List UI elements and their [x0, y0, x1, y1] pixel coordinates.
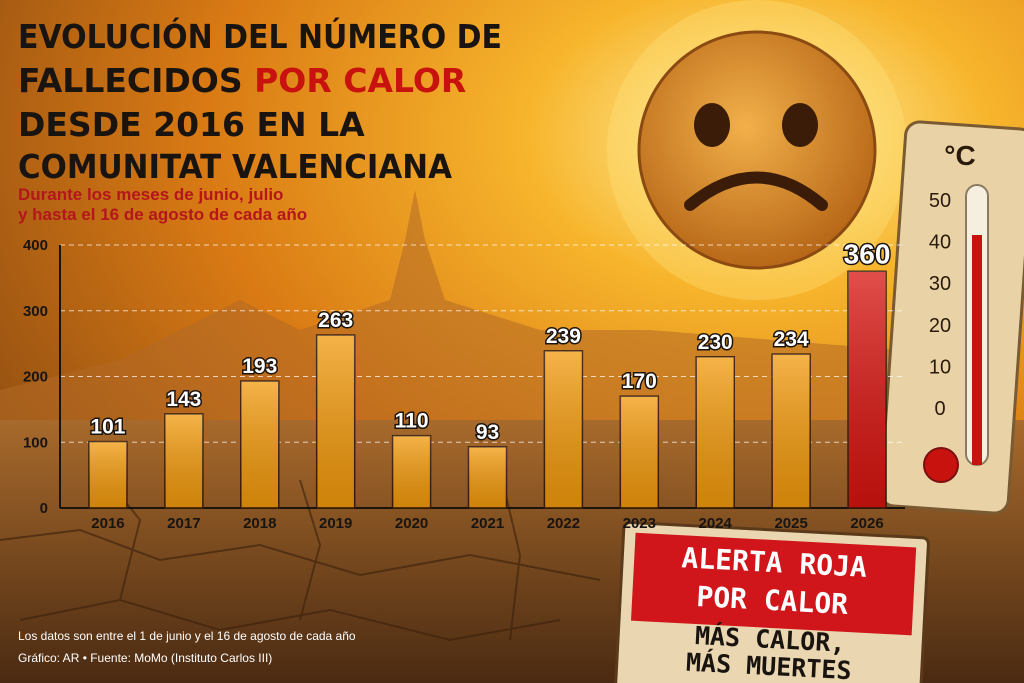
chart-title: FALLECIDOS POR CALOR [18, 61, 466, 100]
value-label: 239 [546, 325, 581, 348]
value-label: 143 [166, 388, 201, 411]
x-tick-label: 2017 [167, 515, 200, 532]
thermometer: °C 50 40 30 20 10 0 [879, 120, 1024, 515]
bar [467, 446, 508, 509]
value-label: 263 [318, 309, 353, 332]
thermometer-label: 40 [929, 232, 951, 254]
chart-title: COMUNITAT VALENCIANA [18, 147, 452, 186]
subtitle: y hasta el 16 de agosto de cada año [18, 205, 307, 224]
bar [619, 395, 660, 509]
value-label: 193 [242, 355, 277, 378]
x-tick-label: 2025 [774, 515, 807, 532]
value-label: 360 [844, 238, 891, 269]
y-tick-label: 400 [23, 237, 48, 254]
footnote: Gráfico: AR • Fuente: MoMo (Instituto Ca… [18, 651, 272, 665]
thermometer-label: 10 [929, 356, 951, 378]
value-label: 230 [698, 331, 733, 354]
value-label: 110 [395, 410, 429, 433]
x-tick-label: 2020 [395, 515, 428, 532]
footnote: Los datos son entre el 1 de junio y el 1… [18, 629, 356, 643]
x-tick-label: 2023 [623, 515, 656, 532]
bar [695, 356, 735, 509]
thermometer-label: 30 [929, 273, 951, 295]
title-highlight: POR CALOR [254, 61, 466, 100]
x-tick-label: 2026 [850, 515, 883, 532]
thermometer-label: 0 [934, 398, 945, 420]
y-tick-label: 300 [23, 303, 48, 320]
x-tick-label: 2024 [699, 515, 733, 532]
x-tick-label: 2022 [547, 515, 580, 532]
bar [771, 353, 811, 509]
bar [847, 270, 887, 509]
chart-title: EVOLUCIÓN DEL NÚMERO DE [18, 16, 502, 56]
value-label: 234 [774, 328, 809, 351]
y-tick-label: 0 [40, 500, 48, 517]
bar [164, 413, 204, 509]
bar [240, 380, 280, 509]
bar [88, 440, 128, 509]
thermometer-label: 20 [929, 315, 951, 337]
warning-sign: ALERTA ROJA POR CALOR MÁS CALOR, MÁS MUE… [614, 520, 930, 683]
x-tick-label: 2018 [243, 515, 276, 532]
thermometer-unit: °C [944, 140, 975, 171]
sign-text: POR CALOR [696, 580, 849, 621]
city-silhouette [0, 190, 900, 430]
bar [391, 434, 432, 509]
subtitle: Durante los meses de junio, julio [18, 185, 283, 204]
x-tick-label: 2019 [319, 515, 352, 532]
bar [315, 334, 356, 509]
sun [607, 0, 907, 300]
x-tick-label: 2021 [471, 515, 504, 532]
bar [543, 350, 584, 509]
value-label: 93 [476, 421, 499, 444]
title-part: FALLECIDOS [18, 61, 243, 100]
thermometer-label: 50 [929, 190, 951, 212]
value-label: 101 [90, 416, 125, 439]
chart-title: DESDE 2016 EN LA [18, 105, 365, 144]
value-label: 170 [622, 370, 657, 393]
y-tick-label: 200 [23, 369, 48, 386]
y-tick-label: 100 [23, 434, 48, 451]
x-tick-label: 2016 [91, 515, 124, 532]
